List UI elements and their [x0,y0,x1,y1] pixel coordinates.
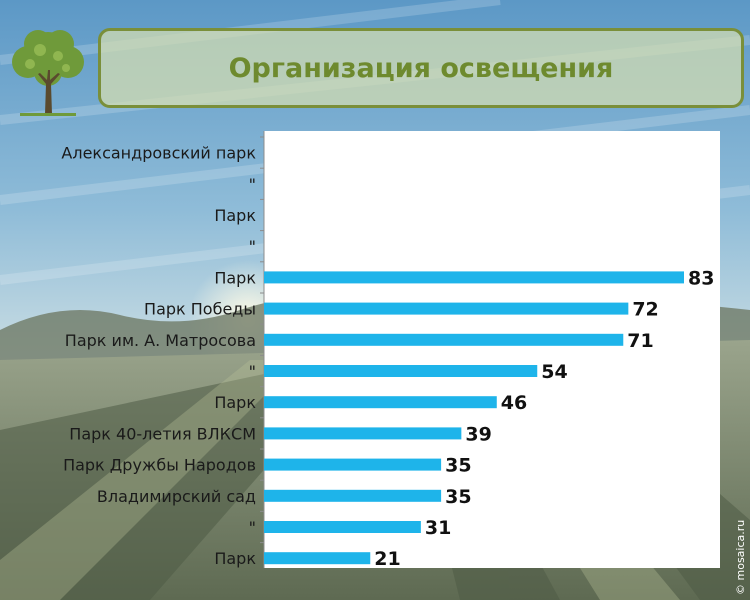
bar-value-label: 35 [445,486,471,508]
bar [264,396,497,409]
category-label: Парк Победы [144,300,256,319]
bar-value-label: 46 [501,392,527,414]
bar-value-label: 71 [627,330,653,352]
bar [264,458,442,471]
category-label: " [249,518,256,537]
watermark: © mosaica.ru [734,519,747,595]
bar-value-label: 39 [465,423,491,445]
bar-value-label: 21 [374,548,400,570]
bar-value-label: 35 [445,455,471,477]
category-label: Парк 40-летия ВЛКСМ [69,424,256,443]
category-label: Владимирский сад [97,487,256,506]
bar-value-label: 31 [425,517,451,539]
bar [264,552,371,565]
category-label: Александровский парк [61,144,256,163]
category-label: " [249,175,256,194]
category-label: Парк [214,206,256,225]
category-label: Парк им. А. Матросова [65,331,256,350]
category-label: " [249,237,256,256]
category-label: Парк Дружбы Народов [63,456,256,475]
tree-icon [12,30,84,116]
bar [264,489,442,502]
bar-value-label: 72 [632,299,658,321]
category-label: Парк [214,268,256,287]
bar [264,521,421,533]
category-label: Парк [214,393,256,412]
category-label: " [249,362,256,381]
bar [264,365,538,377]
category-label: Парк [214,549,256,568]
bar [264,302,629,315]
bar-value-label: 83 [688,267,714,289]
bar [264,333,624,346]
bar-value-label: 54 [541,361,567,383]
slide-title: Организация освещения [228,52,614,84]
bar [264,271,684,284]
bar [264,427,462,440]
title-frame: Организация освещения [98,28,744,108]
